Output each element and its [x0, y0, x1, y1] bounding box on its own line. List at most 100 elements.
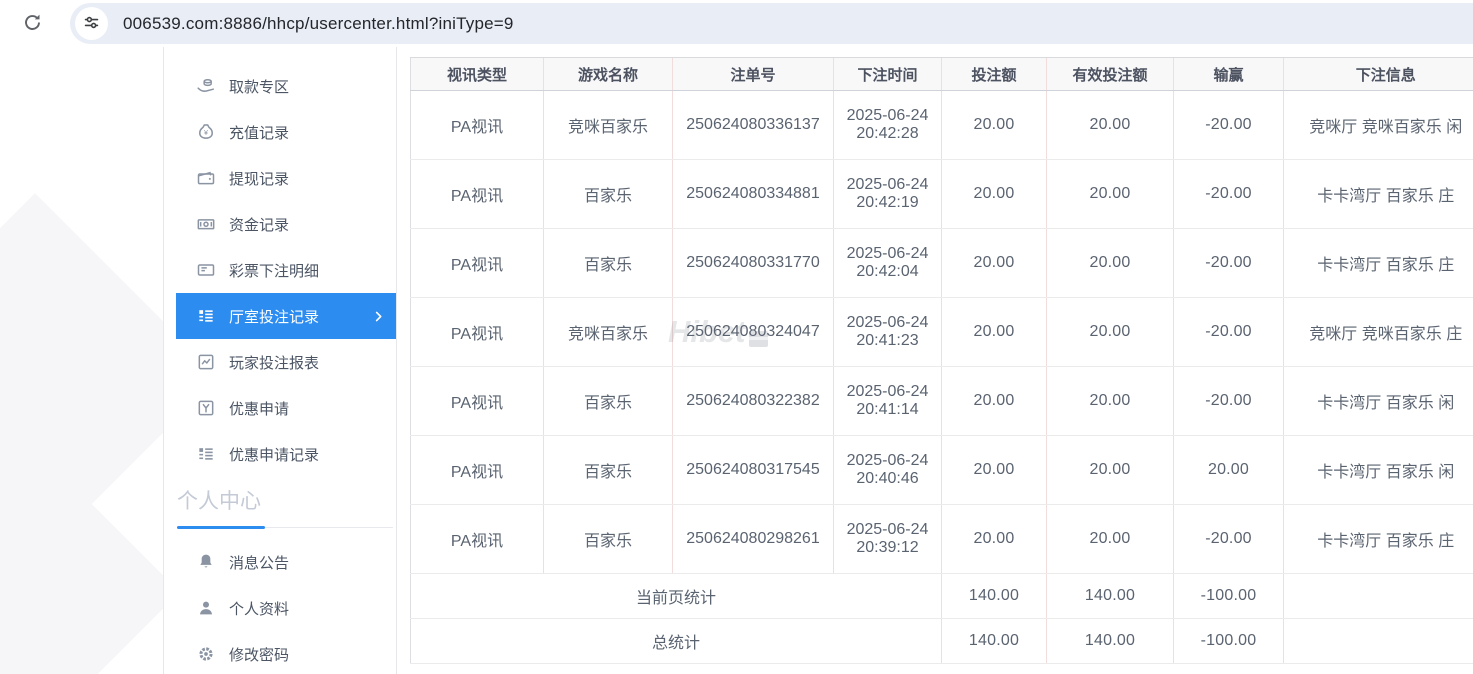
table-cell: 竞咪厅 竞咪百家乐 庄 [1283, 297, 1473, 367]
table-cell: -20.00 [1173, 90, 1284, 160]
table-cell: -20.00 [1173, 159, 1284, 229]
table-cell: PA视讯 [410, 504, 544, 574]
sidebar: 取款专区 ¥ 充值记录提现记录资金记录彩票下注明细厅室投注记录玩家投注报表优惠申请优… [163, 47, 397, 674]
wallet-icon [196, 168, 216, 188]
ticket-list-icon [196, 260, 216, 280]
sidebar-menu-item[interactable]: 资金记录 [176, 201, 396, 247]
sidebar-menu-item[interactable]: 提现记录 [176, 155, 396, 201]
sidebar-menu-item[interactable]: 优惠申请 [176, 385, 396, 431]
browser-toolbar: 006539.com:8886/hhcp/usercenter.html?ini… [0, 0, 1473, 47]
table-cell: PA视讯 [410, 366, 544, 436]
address-bar[interactable]: 006539.com:8886/hhcp/usercenter.html?ini… [70, 3, 1473, 44]
sidebar-personal-item[interactable]: 消息公告 [176, 539, 396, 585]
table-cell: 250624080298261 [672, 504, 834, 574]
sidebar-personal-menu: 消息公告个人资料修改密码 [164, 539, 396, 674]
table-cell: 250624080322382 [672, 366, 834, 436]
table-cell: -20.00 [1173, 228, 1284, 298]
tune-icon [82, 13, 101, 35]
summary-value: -100.00 [1173, 618, 1284, 664]
table-row: PA视讯 百家乐 250624080317545 2025-06-24 20:40:4… [410, 435, 1473, 505]
column-header: 注单号 [672, 57, 834, 91]
table-cell: 250624080331770 [672, 228, 834, 298]
table-cell: 卡卡湾厅 百家乐 闲 [1283, 435, 1473, 505]
site-info-button[interactable] [75, 7, 108, 40]
hand-money-icon [196, 76, 216, 96]
table-cell: 2025-06-24 20:42:04 [833, 228, 942, 298]
menu-item-label: 彩票下注明细 [229, 262, 320, 280]
menu-item-label: 提现记录 [229, 170, 290, 188]
app-content: 取款专区 ¥ 充值记录提现记录资金记录彩票下注明细厅室投注记录玩家投注报表优惠申请优… [0, 47, 1473, 674]
summary-value: 140.00 [941, 618, 1047, 664]
column-header: 下注时间 [833, 57, 942, 91]
reload-icon [22, 12, 43, 36]
table-row: PA视讯 百家乐 250624080331770 2025-06-24 20:42:0… [410, 228, 1473, 298]
table-cell: 百家乐 [543, 504, 673, 574]
table-cell: 百家乐 [543, 366, 673, 436]
summary-value: 140.00 [941, 573, 1047, 619]
table-cell: 2025-06-24 20:42:28 [833, 90, 942, 160]
table-cell: 竞咪百家乐 [543, 297, 673, 367]
sidebar-personal-item[interactable]: 个人资料 [176, 585, 396, 631]
sidebar-menu-item[interactable]: 取款专区 [176, 63, 396, 109]
menu-item-label: 资金记录 [229, 216, 290, 234]
table-cell: 卡卡湾厅 百家乐 庄 [1283, 504, 1473, 574]
summary-row: 总统计 140.00 140.00 -100.00 [410, 618, 1473, 664]
chevron-right-icon [371, 309, 386, 324]
table-cell: 250624080336137 [672, 90, 834, 160]
money-bag-icon: ¥ [196, 122, 216, 142]
table-cell: PA视讯 [410, 228, 544, 298]
table-cell: 卡卡湾厅 百家乐 庄 [1283, 159, 1473, 229]
summary-value: 140.00 [1046, 573, 1174, 619]
menu-item-label: 修改密码 [229, 646, 290, 664]
sidebar-menu-item[interactable]: ¥ 充值记录 [176, 109, 396, 155]
menu-item-label: 消息公告 [229, 554, 290, 572]
bet-records-table: 视讯类型 游戏名称 注单号 下注时间 投注额 有效投注额 输赢 下注信息 PA视讯 竞咪百家乐 2… [410, 57, 1473, 664]
promo-icon [196, 398, 216, 418]
reload-button[interactable] [15, 7, 49, 41]
summary-value: 140.00 [1046, 618, 1174, 664]
sidebar-menu-item[interactable]: 优惠申请记录 [176, 431, 396, 477]
bet-records-panel: 视讯类型 游戏名称 注单号 下注时间 投注额 有效投注额 输赢 下注信息 PA视讯 竞咪百家乐 2… [410, 57, 1473, 674]
table-cell: 20.00 [941, 297, 1047, 367]
summary-value [1283, 573, 1473, 619]
menu-item-label: 取款专区 [229, 78, 290, 96]
table-row: PA视讯 竞咪百家乐 250624080324047 2025-06-24 20:41… [410, 297, 1473, 367]
table-cell: 2025-06-24 20:42:19 [833, 159, 942, 229]
table-cell: 250624080324047 [672, 297, 834, 367]
summary-value: -100.00 [1173, 573, 1284, 619]
table-cell: 百家乐 [543, 228, 673, 298]
table-cell: 20.00 [1046, 90, 1174, 160]
section-underline [177, 526, 393, 529]
column-header: 输赢 [1173, 57, 1284, 91]
table-cell: -20.00 [1173, 366, 1284, 436]
sidebar-main-menu: 取款专区 ¥ 充值记录提现记录资金记录彩票下注明细厅室投注记录玩家投注报表优惠申请优… [164, 63, 396, 477]
gear-icon [196, 644, 216, 664]
table-cell: 20.00 [1046, 366, 1174, 436]
table-cell: 20.00 [1046, 435, 1174, 505]
table-row: PA视讯 百家乐 250624080322382 2025-06-24 20:41:1… [410, 366, 1473, 436]
sidebar-menu-item[interactable]: 厅室投注记录 [176, 293, 396, 339]
table-cell: 百家乐 [543, 435, 673, 505]
table-cell: 百家乐 [543, 159, 673, 229]
sidebar-personal-item[interactable]: 修改密码 [176, 631, 396, 674]
sidebar-menu-item[interactable]: 玩家投注报表 [176, 339, 396, 385]
column-header: 视讯类型 [410, 57, 544, 91]
table-cell: 2025-06-24 20:40:46 [833, 435, 942, 505]
table-cell: 20.00 [1046, 228, 1174, 298]
menu-item-label: 优惠申请记录 [229, 446, 320, 464]
table-cell: -20.00 [1173, 504, 1284, 574]
summary-value [1283, 618, 1473, 664]
column-header: 有效投注额 [1046, 57, 1174, 91]
table-cell: 250624080317545 [672, 435, 834, 505]
summary-label: 总统计 [410, 618, 942, 664]
sidebar-section-personal-center: 个人中心 [176, 489, 396, 529]
banknote-icon [196, 214, 216, 234]
table-cell: PA视讯 [410, 435, 544, 505]
menu-item-label: 玩家投注报表 [229, 354, 320, 372]
table-cell: 20.00 [941, 504, 1047, 574]
column-header: 下注信息 [1283, 57, 1473, 91]
url-text[interactable]: 006539.com:8886/hhcp/usercenter.html?ini… [123, 13, 514, 33]
sidebar-menu-item[interactable]: 彩票下注明细 [176, 247, 396, 293]
table-cell: PA视讯 [410, 159, 544, 229]
menu-item-label: 个人资料 [229, 600, 290, 618]
